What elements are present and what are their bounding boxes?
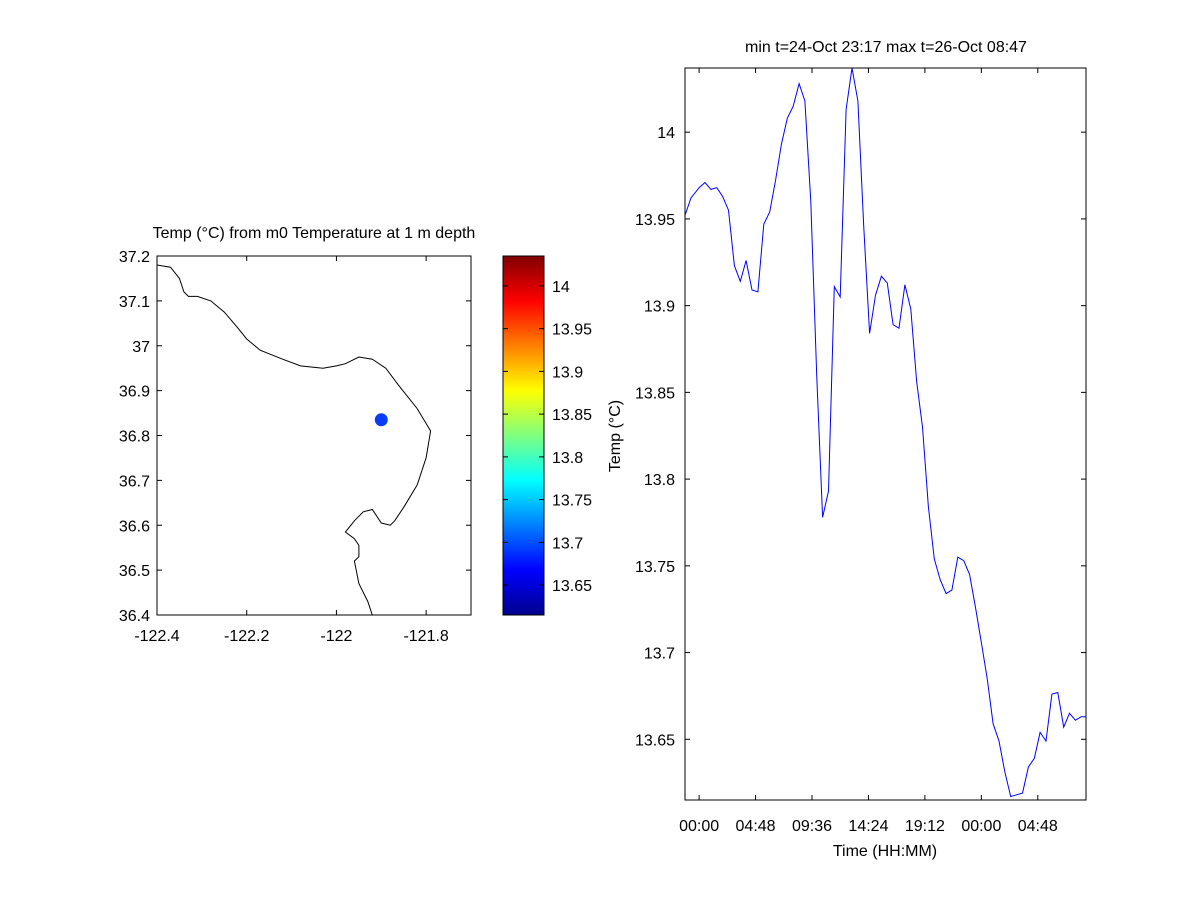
timeseries-panel: min t=24-Oct 23:17 max t=26-Oct 08:47 00…	[635, 39, 1087, 860]
timeseries-axes	[684, 67, 1087, 801]
map-title: Temp (°C) from m0 Temperature at 1 m dep…	[153, 225, 476, 242]
timeseries-y-tick-label: 13.85	[635, 385, 675, 402]
coastline	[157, 264, 432, 615]
map-x-tick-label: -122.4	[134, 628, 179, 645]
colorbar-gradient	[502, 255, 545, 616]
timeseries-x-tick-label: 19:12	[905, 818, 945, 835]
map-x-tick-label: -122	[320, 628, 352, 645]
map-y-tick-label: 37.1	[119, 294, 150, 311]
map-x-ticks: -122.4 -122.2 -122 -121.8	[134, 256, 449, 645]
map-y-tick-label: 37.2	[119, 249, 150, 266]
timeseries-x-ticks: 00:00 04:48 09:36 14:24 19:12 00:00 04:48	[679, 68, 1058, 835]
station-marker	[374, 413, 388, 427]
colorbar-ticks: 13.65 13.7 13.75 13.8 13.85 13.9 13.95 14	[503, 279, 592, 595]
timeseries-y-tick-label: 13.8	[644, 472, 675, 489]
timeseries-x-tick-label: 00:00	[961, 818, 1001, 835]
map-x-tick-label: -122.2	[224, 628, 269, 645]
timeseries-y-ticks: 13.65 13.7 13.75 13.8 13.85 13.9 13.95 14	[635, 125, 1086, 749]
colorbar-tick-label: 13.95	[552, 322, 592, 339]
timeseries-y-tick-label: 13.9	[644, 299, 675, 316]
map-y-tick-label: 36.4	[119, 608, 150, 625]
map-x-tick-label: -121.8	[403, 628, 448, 645]
colorbar-tick-label: 13.7	[552, 535, 583, 552]
timeseries-x-tick-label: 09:36	[792, 818, 832, 835]
map-axes	[156, 255, 472, 616]
map-plot-area	[157, 264, 432, 615]
map-y-tick-label: 36.9	[119, 384, 150, 401]
timeseries-title: min t=24-Oct 23:17 max t=26-Oct 08:47	[745, 39, 1027, 56]
colorbar-tick-label: 13.65	[552, 578, 592, 595]
temperature-series-line	[685, 68, 1086, 798]
colorbar-tick-label: 14	[552, 279, 570, 296]
colorbar-tick-label: 13.8	[552, 450, 583, 467]
map-y-tick-label: 36.6	[119, 518, 150, 535]
colorbar: 13.65 13.7 13.75 13.8 13.85 13.9 13.95 14 Temp …	[502, 255, 624, 616]
timeseries-y-tick-label: 14	[657, 125, 675, 142]
timeseries-x-tick-label: 04:48	[1018, 818, 1058, 835]
map-y-tick-label: 36.5	[119, 563, 150, 580]
timeseries-y-tick-label: 13.95	[635, 212, 675, 229]
timeseries-y-tick-label: 13.65	[635, 732, 675, 749]
timeseries-x-tick-label: 04:48	[736, 818, 776, 835]
timeseries-y-tick-label: 13.7	[644, 646, 675, 663]
colorbar-tick-label: 13.75	[552, 493, 592, 510]
map-y-tick-label: 36.8	[119, 429, 150, 446]
colorbar-tick-label: 13.85	[552, 407, 592, 424]
timeseries-y-tick-label: 13.75	[635, 559, 675, 576]
map-panel: Temp (°C) from m0 Temperature at 1 m dep…	[119, 225, 475, 645]
colorbar-label: Temp (°C)	[607, 400, 624, 472]
timeseries-x-tick-label: 00:00	[679, 818, 719, 835]
colorbar-tick-label: 13.9	[552, 364, 583, 381]
timeseries-x-tick-label: 14:24	[848, 818, 888, 835]
map-y-tick-label: 36.7	[119, 473, 150, 490]
map-y-ticks: 37.2 37.1 37 36.9 36.8 36.7 36.6 36.5 36.4	[119, 249, 471, 625]
timeseries-xlabel: Time (HH:MM)	[833, 843, 937, 860]
map-y-tick-label: 37	[132, 339, 150, 356]
